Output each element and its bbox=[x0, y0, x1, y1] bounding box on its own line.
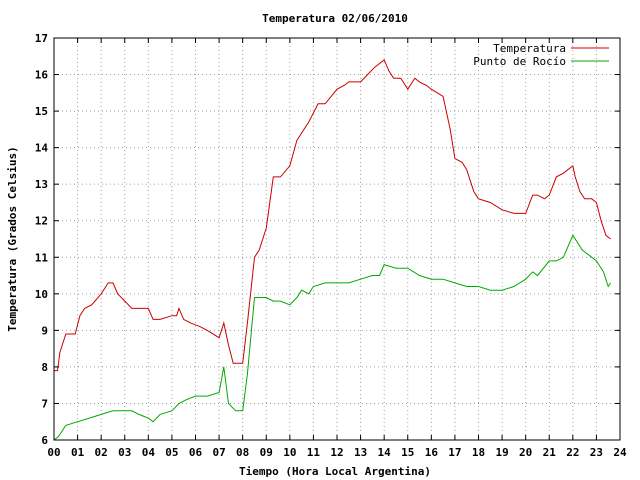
x-tick-label: 03 bbox=[118, 446, 131, 459]
grid bbox=[54, 38, 620, 440]
x-tick-label: 08 bbox=[236, 446, 249, 459]
x-tick-label: 00 bbox=[47, 446, 60, 459]
y-tick-label: 8 bbox=[41, 361, 48, 374]
x-tick-label: 22 bbox=[566, 446, 579, 459]
chart-title: Temperatura 02/06/2010 bbox=[262, 12, 408, 25]
x-tick-label: 04 bbox=[142, 446, 156, 459]
series-line-punto-de-rocio bbox=[53, 234, 612, 441]
y-tick-label: 16 bbox=[35, 69, 49, 82]
x-tick-label: 14 bbox=[378, 446, 392, 459]
y-axis-label: Temperatura (Grados Celsius) bbox=[6, 146, 19, 331]
legend-label-temperatura: Temperatura bbox=[493, 42, 566, 55]
x-tick-label: 02 bbox=[95, 446, 108, 459]
legend-label-punto-de-rocio: Punto de Rocío bbox=[473, 55, 566, 68]
y-tick-label: 14 bbox=[35, 142, 49, 155]
y-tick-label: 6 bbox=[41, 434, 48, 447]
series-line-temperatura bbox=[54, 59, 611, 372]
x-tick-label: 12 bbox=[330, 446, 343, 459]
x-tick-label: 15 bbox=[401, 446, 414, 459]
x-tick-label: 07 bbox=[212, 446, 225, 459]
x-tick-label: 23 bbox=[590, 446, 603, 459]
x-tick-label: 05 bbox=[165, 446, 178, 459]
x-tick-label: 09 bbox=[260, 446, 273, 459]
y-tick-label: 10 bbox=[35, 288, 48, 301]
y-tick-label: 9 bbox=[41, 324, 48, 337]
x-tick-label: 10 bbox=[283, 446, 296, 459]
x-tick-label: 17 bbox=[448, 446, 461, 459]
series-layer bbox=[53, 59, 612, 441]
x-tick-label: 18 bbox=[472, 446, 485, 459]
x-tick-label: 19 bbox=[495, 446, 508, 459]
legend: Temperatura Punto de Rocío bbox=[473, 42, 609, 68]
y-tick-label: 11 bbox=[35, 251, 49, 264]
y-tick-label: 12 bbox=[35, 215, 48, 228]
x-tick-label: 11 bbox=[307, 446, 321, 459]
y-tick-label: 17 bbox=[35, 32, 48, 45]
x-tick-label: 06 bbox=[189, 446, 203, 459]
ticks: 00 01 02 03 04 05 06 07 08 09 10 11 12 13 14 15 16 17 18 19… bbox=[35, 32, 627, 459]
y-tick-label: 15 bbox=[35, 105, 48, 118]
y-tick-label: 13 bbox=[35, 178, 48, 191]
x-tick-label: 13 bbox=[354, 446, 367, 459]
x-tick-label: 01 bbox=[71, 446, 85, 459]
x-tick-label: 16 bbox=[425, 446, 439, 459]
x-axis-label: Tiempo (Hora Local Argentina) bbox=[239, 465, 431, 478]
y-tick-label: 7 bbox=[41, 397, 48, 410]
x-tick-label: 24 bbox=[613, 446, 627, 459]
x-tick-label: 21 bbox=[543, 446, 557, 459]
x-tick-label: 20 bbox=[519, 446, 532, 459]
